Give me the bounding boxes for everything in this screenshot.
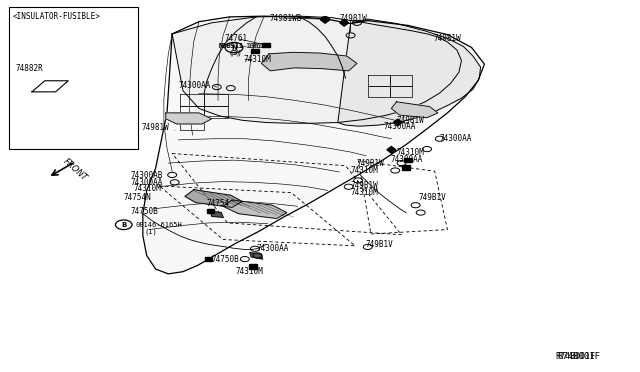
Bar [249,264,257,269]
Text: 749B1V: 749B1V [366,240,394,249]
Text: 74981W: 74981W [141,123,170,132]
Text: 74310M: 74310M [134,184,162,193]
Text: (1): (1) [145,229,157,235]
Polygon shape [166,113,212,124]
Polygon shape [321,16,330,23]
Text: (3): (3) [230,49,243,55]
Polygon shape [261,52,357,71]
Text: 749B1V: 749B1V [419,193,447,202]
Text: 74310M: 74310M [396,148,424,157]
Bar [207,209,214,213]
Text: 74300AA: 74300AA [384,122,416,131]
Text: B: B [121,222,126,228]
Text: 08146-6165H: 08146-6165H [135,222,182,228]
Polygon shape [143,16,484,274]
Text: <INSULATOR-FUSIBLE>: <INSULATOR-FUSIBLE> [13,12,100,21]
Text: 74981W: 74981W [339,13,367,22]
Polygon shape [340,19,349,26]
Text: FRONT: FRONT [62,156,90,182]
Bar [251,49,259,54]
Text: N08911-1062G: N08911-1062G [218,43,269,49]
Polygon shape [338,19,481,126]
Text: 749B1W: 749B1W [357,159,385,169]
Text: 74300AA: 74300AA [130,178,163,187]
Text: 74981W: 74981W [433,34,461,43]
Text: 74310M: 74310M [244,55,271,64]
Text: 74300AA: 74300AA [256,244,289,253]
Polygon shape [185,190,243,208]
Polygon shape [392,102,438,118]
Text: 74754N: 74754N [124,193,152,202]
Polygon shape [172,16,461,123]
Text: 74882R: 74882R [15,64,43,73]
Text: 74300AA: 74300AA [179,81,211,90]
Text: 74750B: 74750B [212,254,239,264]
Text: 74761: 74761 [225,34,248,43]
Polygon shape [250,253,262,259]
Bar [404,158,412,162]
Text: (3): (3) [228,50,240,56]
Text: R74B001F: R74B001F [557,352,600,361]
Text: 749B1W: 749B1W [351,181,378,190]
Text: 74310M: 74310M [236,267,264,276]
Bar [205,257,212,261]
Polygon shape [223,200,287,218]
Text: 74754: 74754 [207,199,230,208]
Text: 74300AA: 74300AA [390,155,422,164]
Polygon shape [394,119,402,126]
Bar [402,165,410,170]
Bar [262,43,269,47]
Text: N08911-1062G: N08911-1062G [218,44,266,49]
Text: 74981W: 74981W [396,116,424,125]
Text: 74300AA: 74300AA [440,134,472,143]
Polygon shape [387,147,396,153]
Bar [9,7,138,149]
Text: R74B001F: R74B001F [556,352,596,361]
Polygon shape [211,211,223,217]
Text: 74300AB: 74300AB [130,171,163,180]
Text: 74981WB: 74981WB [269,13,301,22]
Text: 74310M: 74310M [351,166,378,175]
Text: 74310M: 74310M [351,188,378,197]
Text: N: N [231,45,237,51]
Text: 74750B: 74750B [130,207,158,217]
